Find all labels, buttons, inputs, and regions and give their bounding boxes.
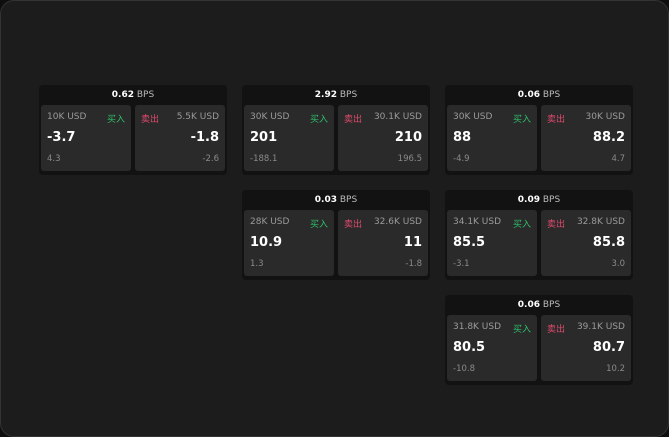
sell-button[interactable]: 卖出 32.8K USD 85.8 3.0 <box>541 210 631 276</box>
spread-value: 2.92 <box>314 90 337 100</box>
ask-quantity: 30K USD <box>585 112 625 122</box>
spread-unit: BPS <box>542 90 561 100</box>
bid-price: -3.7 <box>47 130 76 145</box>
spread-value: 0.03 <box>314 195 337 205</box>
bid-price: 85.5 <box>453 235 486 250</box>
sell-label: 卖出 <box>547 115 566 125</box>
buy-button[interactable]: 34.1K USD 买入 85.5 -3.1 <box>447 210 537 276</box>
ask-change: 3.0 <box>611 259 625 269</box>
bid-price: 10.9 <box>250 235 283 250</box>
buy-label: 买入 <box>106 115 125 125</box>
sell-label: 卖出 <box>141 115 160 125</box>
buy-label: 买入 <box>309 220 328 230</box>
buy-label: 买入 <box>512 325 531 335</box>
quote-card: 0.62 BPS 10K USD 买入 -3.7 4.3 卖出 5.5K USD… <box>39 85 227 175</box>
bid-change: -188.1 <box>250 154 278 164</box>
spread-header: 0.09 BPS <box>445 190 633 210</box>
ask-quantity: 30.1K USD <box>373 112 422 122</box>
ask-price: -1.8 <box>190 130 219 145</box>
quote-card: 0.06 BPS 30K USD 买入 88 -4.9 卖出 30K USD 8… <box>445 85 633 175</box>
buy-label: 买入 <box>512 115 531 125</box>
sell-button[interactable]: 卖出 30K USD 88.2 4.7 <box>541 105 631 171</box>
bid-change: -10.8 <box>453 364 475 374</box>
spread-unit: BPS <box>136 90 155 100</box>
buy-label: 买入 <box>309 115 328 125</box>
spread-header: 2.92 BPS <box>242 85 430 105</box>
buy-button[interactable]: 31.8K USD 买入 80.5 -10.8 <box>447 315 537 381</box>
ask-quantity: 32.6K USD <box>373 217 422 227</box>
bid-change: -3.1 <box>453 259 470 269</box>
sell-button[interactable]: 卖出 30.1K USD 210 196.5 <box>338 105 428 171</box>
bid-quantity: 30K USD <box>453 112 493 122</box>
bid-quantity: 34.1K USD <box>453 217 502 227</box>
ask-change: 4.7 <box>611 154 625 164</box>
buy-label: 买入 <box>512 220 531 230</box>
bid-quantity: 30K USD <box>250 112 290 122</box>
spread-value: 0.09 <box>517 195 540 205</box>
spread-header: 0.06 BPS <box>445 295 633 315</box>
spread-value: 0.06 <box>517 300 540 310</box>
buy-button[interactable]: 30K USD 买入 201 -188.1 <box>244 105 334 171</box>
bid-price: 88 <box>453 130 472 145</box>
ask-quantity: 32.8K USD <box>576 217 625 227</box>
ask-change: 10.2 <box>606 364 625 374</box>
spread-value: 0.06 <box>517 90 540 100</box>
bid-change: -4.9 <box>453 154 470 164</box>
bid-quantity: 10K USD <box>47 112 87 122</box>
quote-card: 0.06 BPS 31.8K USD 买入 80.5 -10.8 卖出 39.1… <box>445 295 633 385</box>
spread-header: 0.03 BPS <box>242 190 430 210</box>
sell-label: 卖出 <box>547 220 566 230</box>
buy-button[interactable]: 10K USD 买入 -3.7 4.3 <box>41 105 131 171</box>
spread-value: 0.62 <box>111 90 134 100</box>
bid-price: 201 <box>250 130 278 145</box>
sell-button[interactable]: 卖出 32.6K USD 11 -1.8 <box>338 210 428 276</box>
ask-price: 85.8 <box>592 235 625 250</box>
spread-unit: BPS <box>339 90 358 100</box>
spread-unit: BPS <box>542 300 561 310</box>
ask-change: -2.6 <box>202 154 219 164</box>
bid-change: 1.3 <box>250 259 264 269</box>
sell-label: 卖出 <box>344 115 363 125</box>
bid-quantity: 31.8K USD <box>453 322 502 332</box>
bid-change: 4.3 <box>47 154 61 164</box>
ask-price: 88.2 <box>592 130 625 145</box>
ask-price: 80.7 <box>592 340 625 355</box>
sell-label: 卖出 <box>547 325 566 335</box>
ask-change: -1.8 <box>405 259 422 269</box>
quote-card: 2.92 BPS 30K USD 买入 201 -188.1 卖出 30.1K … <box>242 85 430 175</box>
ask-price: 11 <box>403 235 422 250</box>
spread-header: 0.06 BPS <box>445 85 633 105</box>
quote-card: 0.09 BPS 34.1K USD 买入 85.5 -3.1 卖出 32.8K… <box>445 190 633 280</box>
ask-change: 196.5 <box>397 154 422 164</box>
buy-button[interactable]: 30K USD 买入 88 -4.9 <box>447 105 537 171</box>
spread-unit: BPS <box>339 195 358 205</box>
spread-unit: BPS <box>542 195 561 205</box>
buy-button[interactable]: 28K USD 买入 10.9 1.3 <box>244 210 334 276</box>
ask-quantity: 39.1K USD <box>576 322 625 332</box>
ask-price: 210 <box>394 130 422 145</box>
bid-quantity: 28K USD <box>250 217 290 227</box>
sell-button[interactable]: 卖出 39.1K USD 80.7 10.2 <box>541 315 631 381</box>
quote-card: 0.03 BPS 28K USD 买入 10.9 1.3 卖出 32.6K US… <box>242 190 430 280</box>
sell-button[interactable]: 卖出 5.5K USD -1.8 -2.6 <box>135 105 225 171</box>
bid-price: 80.5 <box>453 340 486 355</box>
ask-quantity: 5.5K USD <box>176 112 219 122</box>
spread-header: 0.62 BPS <box>39 85 227 105</box>
sell-label: 卖出 <box>344 220 363 230</box>
